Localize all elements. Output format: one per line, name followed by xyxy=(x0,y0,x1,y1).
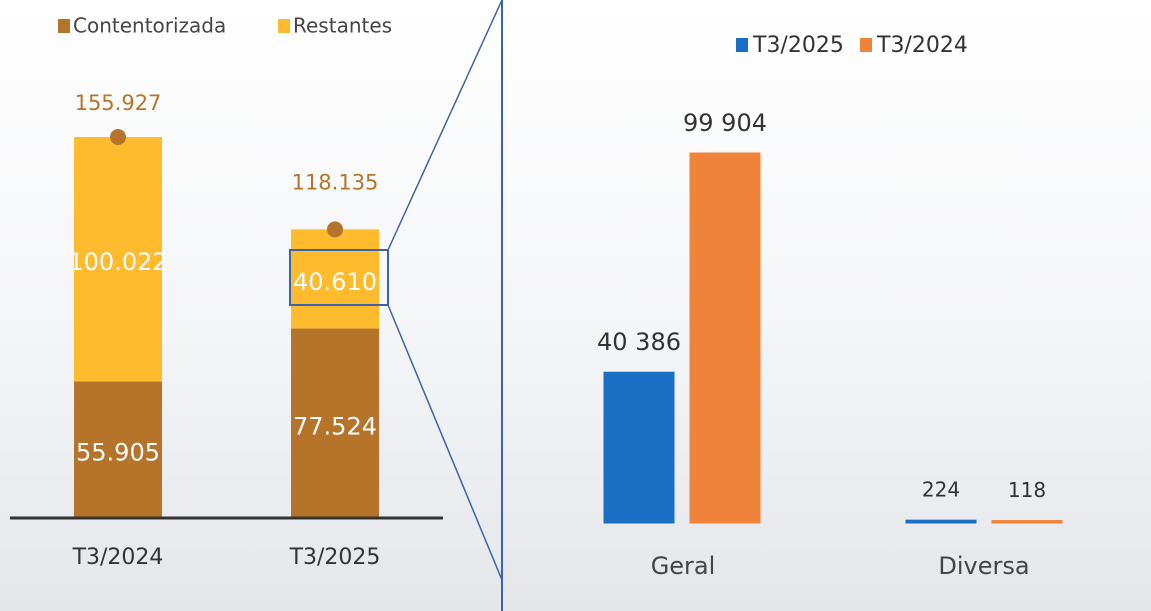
highlight-box xyxy=(289,249,389,306)
bar-segment xyxy=(74,137,162,382)
legend-swatch xyxy=(278,19,290,33)
zoom-line xyxy=(387,304,503,581)
legend-swatch xyxy=(860,38,872,52)
total-marker xyxy=(110,129,126,145)
bar-segment xyxy=(74,381,162,518)
legend-swatch xyxy=(736,38,748,52)
x-tick-label: T3/2025 xyxy=(289,545,381,570)
total-label: 118.135 xyxy=(292,170,379,194)
data-label: 224 xyxy=(922,478,960,502)
bar-segment xyxy=(291,229,379,329)
legend-label: T3/2025 xyxy=(752,33,844,58)
total-label: 155.927 xyxy=(75,91,162,115)
bar xyxy=(603,371,675,524)
x-tick-label: T3/2024 xyxy=(72,545,164,570)
data-label: 55.905 xyxy=(76,439,160,467)
legend-swatch xyxy=(58,19,70,33)
data-label: 40.610 xyxy=(293,268,377,296)
x-tick-label: Geral xyxy=(651,552,716,580)
data-label: 99 904 xyxy=(683,109,767,137)
bar xyxy=(689,152,761,524)
data-label: 40 386 xyxy=(597,328,681,356)
total-marker xyxy=(327,221,343,238)
data-label: 77.524 xyxy=(293,412,377,440)
data-label: 118 xyxy=(1008,478,1046,502)
bar-segment xyxy=(291,328,379,518)
legend-label: Contentorizada xyxy=(73,14,226,38)
x-tick-label: Diversa xyxy=(938,552,1029,580)
legend-label: T3/2024 xyxy=(876,33,968,58)
bar xyxy=(905,519,977,524)
zoom-line xyxy=(387,0,503,251)
legend-label: Restantes xyxy=(293,14,392,38)
data-label: 100.022 xyxy=(68,248,167,276)
